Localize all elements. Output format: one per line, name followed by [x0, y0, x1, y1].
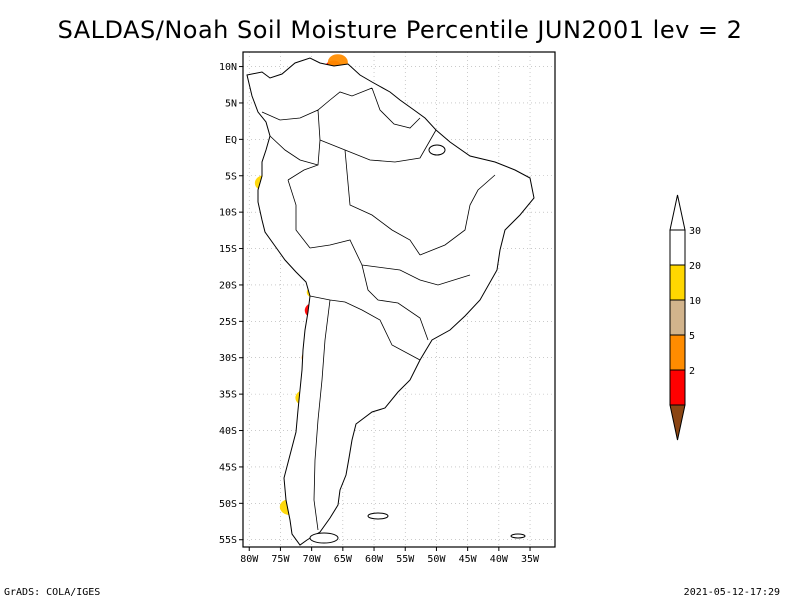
lat-tick-label: EQ: [225, 135, 237, 146]
country-borders: [261, 87, 496, 531]
tierra-del-fuego: [309, 532, 339, 544]
falklands-island: [367, 512, 389, 520]
lat-tick-label: 5N: [225, 98, 237, 109]
marajo-island: [428, 144, 446, 156]
colorbar-segment: [669, 264, 686, 301]
map-frame: [242, 51, 556, 548]
lat-tick-label: 20S: [219, 280, 237, 291]
lat-tick-label: 10N: [219, 62, 237, 73]
colorbar-label: 30: [689, 226, 701, 237]
colorbar-label: 2: [689, 366, 695, 377]
lat-tick-label: 15S: [219, 244, 237, 255]
south-georgia-island: [510, 533, 526, 539]
map-title: SALDAS/Noah Soil Moisture Percentile JUN…: [57, 16, 743, 44]
lon-tick-label: 55W: [396, 554, 415, 565]
lon-tick-label: 40W: [490, 554, 509, 565]
colorbar-segment: [669, 369, 686, 406]
lat-tick-label: 5S: [225, 171, 237, 182]
lat-tick-label: 10S: [219, 208, 237, 219]
lat-tick-label: 35S: [219, 390, 237, 401]
colorbar-segment: [669, 229, 686, 266]
colorbar-segment: [669, 334, 686, 371]
lat-tick-label: 25S: [219, 317, 237, 328]
south-america-coastline: [246, 57, 535, 546]
lon-tick-label: 65W: [334, 554, 353, 565]
colorbar: 30 20 10 5 2: [669, 194, 701, 441]
lat-tick-label: 45S: [219, 462, 237, 473]
lon-tick-label: 60W: [365, 554, 384, 565]
lon-tick-label: 70W: [303, 554, 322, 565]
lon-tick-label: 35W: [521, 554, 540, 565]
latitude-tick-labels: 10N 5N EQ 5S 10S 15S 20S 25S 30S 35S 40S 45S 50S 55S: [219, 62, 243, 546]
lat-tick-label: 40S: [219, 426, 237, 437]
longitude-tick-labels: 80W 75W 70W 65W 60W 55W 50W 45W 40W 35W: [240, 547, 540, 565]
colorbar-label: 5: [689, 331, 695, 342]
footer-credit: GrADS: COLA/IGES: [4, 587, 101, 598]
lon-tick-label: 75W: [271, 554, 290, 565]
colorbar-upper-arrow: [669, 194, 686, 231]
lat-tick-label: 30S: [219, 353, 237, 364]
colorbar-label: 10: [689, 296, 701, 307]
footer-timestamp: 2021-05-12-17:29: [683, 587, 780, 598]
lon-tick-label: 80W: [240, 554, 259, 565]
colorbar-lower-arrow: [669, 404, 686, 441]
lat-tick-label: 55S: [219, 535, 237, 546]
lat-tick-label: 50S: [219, 499, 237, 510]
colorbar-label: 20: [689, 261, 701, 272]
colorbar-segment: [669, 299, 686, 336]
lon-tick-label: 50W: [427, 554, 446, 565]
lon-tick-label: 45W: [459, 554, 478, 565]
